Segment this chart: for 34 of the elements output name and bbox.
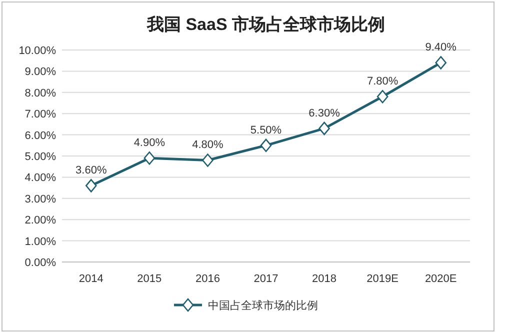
y-tick-label: 9.00%	[24, 66, 56, 78]
x-tick-label: 2018	[312, 273, 337, 285]
point	[435, 56, 447, 70]
y-tick-label: 5.00%	[24, 151, 56, 163]
point	[318, 122, 330, 136]
y-tick-label: 1.00%	[24, 236, 56, 248]
data-label: 4.90%	[134, 137, 166, 150]
data-label: 3.60%	[76, 164, 107, 177]
point	[144, 151, 156, 165]
x-tick-label: 2017	[254, 273, 278, 285]
point	[202, 154, 214, 167]
data-label: 9.40%	[425, 42, 457, 54]
y-tick-label: 6.00%	[24, 130, 56, 142]
y-tick-label: 7.00%	[24, 108, 56, 121]
chart-title: 我国 SaaS 市场占全球市场比例	[146, 15, 386, 34]
legend-label: 中国占全球市场的比例	[208, 299, 318, 312]
point	[260, 138, 272, 152]
y-tick-label: 10.00%	[18, 45, 56, 57]
y-tick-label: 8.00%	[24, 87, 56, 100]
x-tick-label: 2015	[137, 273, 162, 285]
data-label: 4.80%	[192, 139, 224, 152]
y-tick-label: 2.00%	[24, 214, 56, 227]
point	[376, 90, 388, 104]
x-tick-label: 2019E	[366, 273, 398, 285]
x-tick-label: 2020E	[424, 273, 457, 285]
data-label: 6.30%	[308, 107, 340, 120]
point	[85, 179, 97, 192]
y-tick-label: 0.00%	[24, 257, 56, 269]
data-label: 7.80%	[366, 76, 398, 88]
data-label: 5.50%	[250, 124, 282, 136]
x-tick-label: 2014	[78, 273, 104, 285]
x-tick-label: 2016	[195, 273, 220, 285]
y-tick-label: 4.00%	[24, 172, 56, 184]
y-tick-label: 3.00%	[24, 193, 56, 206]
